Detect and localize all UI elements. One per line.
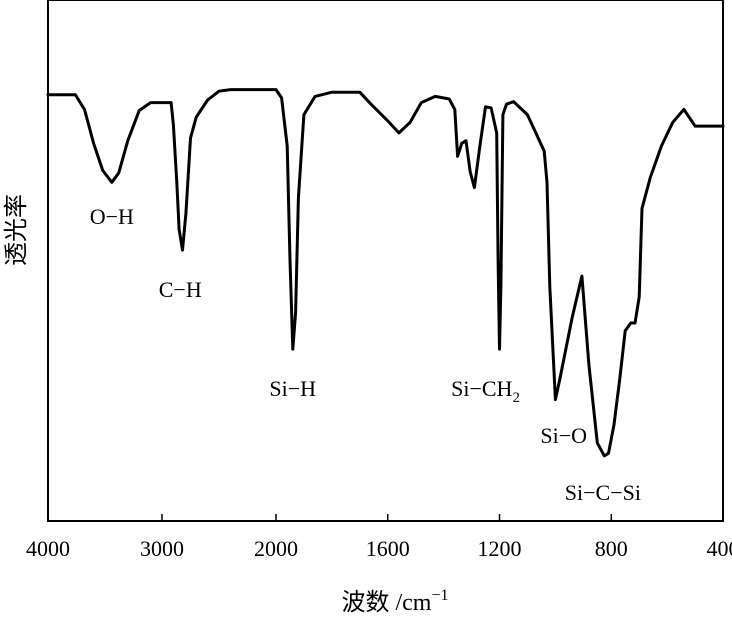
x-tick-label: 4000 [26, 536, 70, 561]
peak-annotation-subscript: 2 [512, 390, 520, 406]
spectrum-line [46, 88, 725, 458]
x-axis-ticks: 4000 3000 2000 1600 1200 800 400 [26, 514, 732, 561]
y-axis-label: 透光率 [3, 194, 30, 266]
x-tick-label: 1600 [366, 536, 410, 561]
x-tick-label: 400 [707, 536, 732, 561]
x-tick-label: 2000 [254, 536, 298, 561]
peak-annotation: O−H [90, 204, 134, 229]
peak-annotation: Si−CH2 [451, 376, 520, 406]
plot-frame [47, 0, 724, 522]
x-axis-label-exponent: −1 [431, 587, 448, 604]
x-axis-label: 波数 /cm−1 [341, 587, 448, 616]
peak-annotation: C−H [159, 277, 202, 302]
peak-annotations: O−H C−H Si−H Si−CH2 Si−O Si−C−Si [90, 204, 641, 505]
peak-annotation: Si−C−Si [565, 480, 641, 505]
x-tick-label: 3000 [140, 536, 184, 561]
x-tick-label: 800 [595, 536, 628, 561]
peak-annotation: Si−H [269, 376, 316, 401]
x-axis-label-text: 波数 /cm [341, 589, 431, 616]
peak-annotation: Si−O [540, 423, 587, 448]
x-tick-label: 1200 [478, 536, 522, 561]
